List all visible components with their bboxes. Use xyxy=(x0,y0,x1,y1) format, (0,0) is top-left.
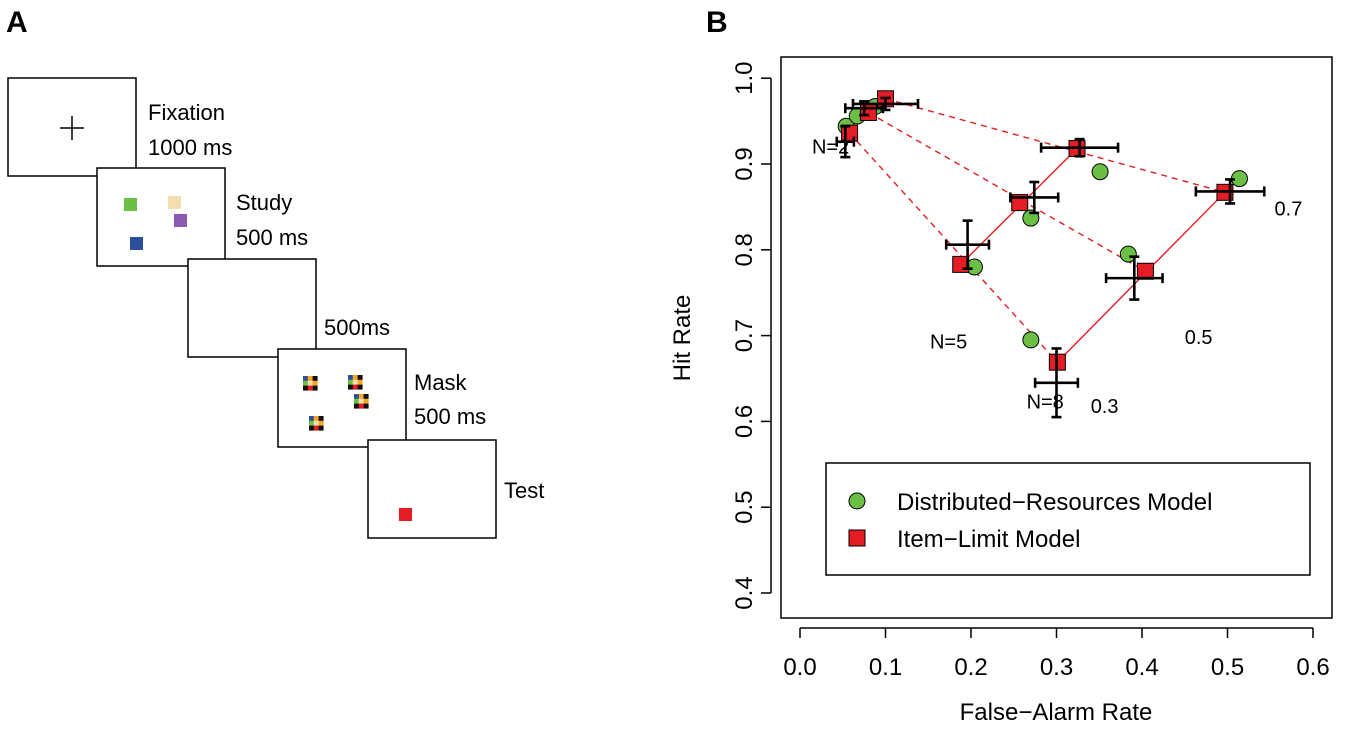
observed-error-bars xyxy=(835,96,1266,419)
frame-study: Study 500 ms xyxy=(96,167,308,267)
panel-a: A Fixation 1000 ms Study 500 ms 500ms Ma… xyxy=(6,6,544,539)
frame-title: Fixation xyxy=(148,100,225,125)
frame-title: Mask xyxy=(414,370,468,395)
frame-duration: 500 ms xyxy=(414,404,486,429)
x-tick-label: 0.2 xyxy=(954,654,987,681)
legend-label: Distributed−Resources Model xyxy=(897,489,1212,516)
frame-duration: 1000 ms xyxy=(148,135,232,160)
annotation-label: 0.7 xyxy=(1275,198,1303,220)
annotation-label: 0.3 xyxy=(1091,396,1119,418)
mask-pattern-icon xyxy=(309,416,324,431)
annotation-label: 0.5 xyxy=(1185,327,1213,349)
frame-title: Study xyxy=(236,190,292,215)
mask-pattern-icon xyxy=(354,394,369,409)
study-square xyxy=(174,214,187,227)
y-tick-label: 1.0 xyxy=(731,62,758,95)
legend-label: Item−Limit Model xyxy=(897,526,1080,553)
observed-point-errorbar xyxy=(835,124,856,159)
x-tick-label: 0.4 xyxy=(1125,654,1158,681)
annotations: N=2 N=5 N=8 0.3 0.5 0.7 xyxy=(812,137,1302,418)
x-axis-label: False−Alarm Rate xyxy=(960,699,1153,726)
x-tick-label: 0.1 xyxy=(869,654,902,681)
study-square xyxy=(130,237,143,250)
distributed-resources-point xyxy=(1119,245,1137,263)
frame-blank: 500ms xyxy=(187,258,390,358)
annotation-label: N=5 xyxy=(930,331,967,353)
legend: Distributed−Resources Model Item−Limit M… xyxy=(825,462,1311,576)
study-square xyxy=(124,198,137,211)
observed-point-errorbar xyxy=(851,96,920,112)
x-tick-label: 0.3 xyxy=(1040,654,1073,681)
x-tick-label: 0.5 xyxy=(1211,654,1244,681)
study-square xyxy=(168,196,181,209)
dashed-set-size-line xyxy=(885,98,1226,193)
observed-point-errorbar xyxy=(1009,180,1060,215)
panel-b: B 0.0 0.1 0.2 0.3 0.4 0.5 0.60.40.50.60.70.80.… xyxy=(669,6,1333,726)
panel-b-label: B xyxy=(706,6,728,39)
frame-fixation: Fixation 1000 ms xyxy=(7,77,232,177)
y-tick-label: 0.7 xyxy=(731,319,758,352)
legend-square-icon xyxy=(848,529,866,547)
y-tick-label: 0.6 xyxy=(731,405,758,438)
legend-circle-icon xyxy=(848,492,866,510)
legend-box xyxy=(825,462,1311,576)
frame-mask: Mask 500 ms xyxy=(277,348,486,448)
dashed-set-size-line xyxy=(849,132,1058,363)
distributed-resources-point xyxy=(1022,331,1040,349)
frame-test: Test xyxy=(367,439,544,539)
x-tick-label: 0.0 xyxy=(783,654,816,681)
observed-point-errorbar xyxy=(1039,137,1120,158)
observed-point-errorbar xyxy=(1194,178,1266,205)
y-tick-label: 0.5 xyxy=(731,491,758,524)
axes: 0.0 0.1 0.2 0.3 0.4 0.5 0.6 0.4 0.5 0.6 0.7 0.8 0.9 1… xyxy=(731,62,1330,681)
observed-point-errorbar xyxy=(1033,347,1080,419)
x-tick-label: 0.6 xyxy=(1296,654,1329,681)
distributed-resources-point xyxy=(1091,163,1109,181)
item-limit-point xyxy=(859,104,877,122)
annotation-label: N=8 xyxy=(1027,392,1064,414)
frame-duration: 500ms xyxy=(324,315,390,340)
mask-pattern-icon xyxy=(348,375,363,390)
y-axis-label: Hit Rate xyxy=(669,295,696,382)
dashed-set-size-line xyxy=(868,111,1146,272)
y-tick-label: 0.4 xyxy=(731,576,758,609)
frame-duration: 500 ms xyxy=(236,225,308,250)
y-tick-label: 0.9 xyxy=(731,147,758,180)
mask-pattern-icon xyxy=(303,376,318,391)
annotation-label: N=2 xyxy=(812,137,849,159)
y-tick-label: 0.8 xyxy=(731,233,758,266)
panel-a-label: A xyxy=(6,6,28,39)
test-square xyxy=(399,508,412,521)
observed-point-errorbar xyxy=(1104,255,1164,301)
frame-title: Test xyxy=(504,478,544,503)
observed-point-errorbar xyxy=(944,219,991,270)
